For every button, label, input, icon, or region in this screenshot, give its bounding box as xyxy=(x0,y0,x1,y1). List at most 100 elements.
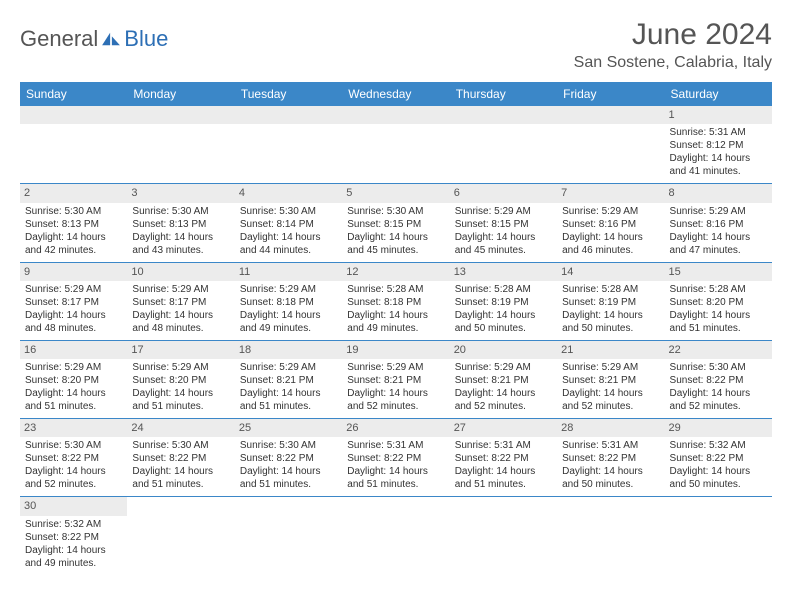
daylight-text: Daylight: 14 hours and 49 minutes. xyxy=(25,544,122,570)
day-details: Sunrise: 5:28 AMSunset: 8:19 PMDaylight:… xyxy=(455,283,552,335)
sunset-text: Sunset: 8:22 PM xyxy=(25,452,122,465)
day-details: Sunrise: 5:31 AMSunset: 8:22 PMDaylight:… xyxy=(455,439,552,491)
calendar-day-cell: 3 Sunrise: 5:30 AMSunset: 8:13 PMDaylight… xyxy=(127,184,234,262)
day-details: Sunrise: 5:29 AMSunset: 8:16 PMDaylight:… xyxy=(670,205,767,257)
sunrise-text: Sunrise: 5:29 AM xyxy=(455,361,552,374)
weekday-header: Wednesday xyxy=(342,82,449,106)
daylight-text: Daylight: 14 hours and 50 minutes. xyxy=(562,309,659,335)
sunset-text: Sunset: 8:20 PM xyxy=(25,374,122,387)
day-number: 18 xyxy=(235,341,342,359)
day-details: Sunrise: 5:31 AMSunset: 8:12 PMDaylight:… xyxy=(670,126,767,178)
sunset-text: Sunset: 8:16 PM xyxy=(562,218,659,231)
sunrise-text: Sunrise: 5:29 AM xyxy=(455,205,552,218)
day-details: Sunrise: 5:30 AMSunset: 8:13 PMDaylight:… xyxy=(25,205,122,257)
calendar-day-cell: 8Sunrise: 5:29 AMSunset: 8:16 PMDaylight… xyxy=(665,184,772,262)
calendar-day-cell: 23Sunrise: 5:30 AMSunset: 8:22 PMDayligh… xyxy=(20,419,127,497)
sunrise-text: Sunrise: 5:29 AM xyxy=(25,283,122,296)
day-details: Sunrise: 5:32 AMSunset: 8:22 PMDaylight:… xyxy=(25,518,122,570)
sunrise-text: Sunrise: 5:29 AM xyxy=(132,283,229,296)
sunset-text: Sunset: 8:17 PM xyxy=(132,296,229,309)
calendar-week-row: 9Sunrise: 5:29 AMSunset: 8:17 PMDaylight… xyxy=(20,262,772,340)
sunrise-text: Sunrise: 5:30 AM xyxy=(240,439,337,452)
day-number: 20 xyxy=(450,341,557,359)
calendar-day-cell: 6Sunrise: 5:29 AMSunset: 8:15 PMDaylight… xyxy=(450,184,557,262)
sunset-text: Sunset: 8:21 PM xyxy=(562,374,659,387)
day-details: Sunrise: 5:30 AMSunset: 8:22 PMDaylight:… xyxy=(670,361,767,413)
day-number: 28 xyxy=(557,419,664,437)
header: General Blue June 2024 San Sostene, Cala… xyxy=(20,18,772,72)
day-number: 27 xyxy=(450,419,557,437)
day-number: 16 xyxy=(20,341,127,359)
title-block: June 2024 San Sostene, Calabria, Italy xyxy=(574,18,772,72)
day-number: 4 xyxy=(235,184,342,202)
calendar-day-cell: 25Sunrise: 5:30 AMSunset: 8:22 PMDayligh… xyxy=(235,419,342,497)
calendar-day-cell xyxy=(127,497,234,575)
day-details: Sunrise: 5:28 AMSunset: 8:18 PMDaylight:… xyxy=(347,283,444,335)
weekday-header: Tuesday xyxy=(235,82,342,106)
sunrise-text: Sunrise: 5:29 AM xyxy=(240,361,337,374)
sunset-text: Sunset: 8:22 PM xyxy=(347,452,444,465)
sunset-text: Sunset: 8:13 PM xyxy=(132,218,229,231)
daylight-text: Daylight: 14 hours and 51 minutes. xyxy=(240,465,337,491)
calendar-day-cell: 16Sunrise: 5:29 AMSunset: 8:20 PMDayligh… xyxy=(20,340,127,418)
day-details: Sunrise: 5:32 AMSunset: 8:22 PMDaylight:… xyxy=(670,439,767,491)
sunset-text: Sunset: 8:22 PM xyxy=(562,452,659,465)
calendar-day-cell xyxy=(450,106,557,184)
day-number: 7 xyxy=(557,184,664,202)
calendar-day-cell: 9Sunrise: 5:29 AMSunset: 8:17 PMDaylight… xyxy=(20,262,127,340)
calendar-day-cell: 27 Sunrise: 5:31 AMSunset: 8:22 PMDayligh… xyxy=(450,419,557,497)
sunrise-text: Sunrise: 5:32 AM xyxy=(670,439,767,452)
sunset-text: Sunset: 8:15 PM xyxy=(347,218,444,231)
sail-icon xyxy=(102,31,120,47)
sunrise-text: Sunrise: 5:31 AM xyxy=(455,439,552,452)
day-details: Sunrise: 5:28 AMSunset: 8:19 PMDaylight:… xyxy=(562,283,659,335)
day-details: Sunrise: 5:29 AMSunset: 8:21 PMDaylight:… xyxy=(240,361,337,413)
sunset-text: Sunset: 8:15 PM xyxy=(455,218,552,231)
daylight-text: Daylight: 14 hours and 51 minutes. xyxy=(347,465,444,491)
day-number: 12 xyxy=(342,263,449,281)
day-number: 15 xyxy=(665,263,772,281)
sunset-text: Sunset: 8:16 PM xyxy=(670,218,767,231)
day-number: 13 xyxy=(450,263,557,281)
sunrise-text: Sunrise: 5:31 AM xyxy=(347,439,444,452)
day-number: 1 xyxy=(665,106,772,124)
sunrise-text: Sunrise: 5:30 AM xyxy=(132,205,229,218)
daylight-text: Daylight: 14 hours and 52 minutes. xyxy=(455,387,552,413)
day-number: 11 xyxy=(235,263,342,281)
sunset-text: Sunset: 8:20 PM xyxy=(670,296,767,309)
day-number: 2 xyxy=(20,184,127,202)
day-details: Sunrise: 5:30 AMSunset: 8:22 PMDaylight:… xyxy=(240,439,337,491)
calendar-day-cell: 5Sunrise: 5:30 AMSunset: 8:15 PMDaylight… xyxy=(342,184,449,262)
sunrise-text: Sunrise: 5:31 AM xyxy=(562,439,659,452)
sunset-text: Sunset: 8:21 PM xyxy=(455,374,552,387)
day-details: Sunrise: 5:30 AMSunset: 8:15 PMDaylight:… xyxy=(347,205,444,257)
day-number xyxy=(450,106,557,124)
sunset-text: Sunset: 8:21 PM xyxy=(240,374,337,387)
sunset-text: Sunset: 8:22 PM xyxy=(25,531,122,544)
day-details: Sunrise: 5:29 AMSunset: 8:15 PMDaylight:… xyxy=(455,205,552,257)
calendar-day-cell xyxy=(557,497,664,575)
sunrise-text: Sunrise: 5:29 AM xyxy=(132,361,229,374)
sunrise-text: Sunrise: 5:29 AM xyxy=(25,361,122,374)
weekday-header: Monday xyxy=(127,82,234,106)
day-number: 21 xyxy=(557,341,664,359)
calendar-day-cell xyxy=(342,497,449,575)
day-details: Sunrise: 5:29 AMSunset: 8:21 PMDaylight:… xyxy=(347,361,444,413)
daylight-text: Daylight: 14 hours and 42 minutes. xyxy=(25,231,122,257)
day-number: 30 xyxy=(20,497,127,515)
calendar-week-row: 16Sunrise: 5:29 AMSunset: 8:20 PMDayligh… xyxy=(20,340,772,418)
day-number: 3 xyxy=(127,184,234,202)
daylight-text: Daylight: 14 hours and 51 minutes. xyxy=(670,309,767,335)
calendar-day-cell: 20 Sunrise: 5:29 AMSunset: 8:21 PMDayligh… xyxy=(450,340,557,418)
day-number xyxy=(20,106,127,124)
day-details: Sunrise: 5:30 AMSunset: 8:22 PMDaylight:… xyxy=(25,439,122,491)
daylight-text: Daylight: 14 hours and 51 minutes. xyxy=(132,465,229,491)
day-details: Sunrise: 5:30 AMSunset: 8:22 PMDaylight:… xyxy=(132,439,229,491)
sunrise-text: Sunrise: 5:29 AM xyxy=(347,361,444,374)
daylight-text: Daylight: 14 hours and 52 minutes. xyxy=(347,387,444,413)
calendar-day-cell: 11Sunrise: 5:29 AMSunset: 8:18 PMDayligh… xyxy=(235,262,342,340)
day-number: 17 xyxy=(127,341,234,359)
month-title: June 2024 xyxy=(574,18,772,52)
daylight-text: Daylight: 14 hours and 51 minutes. xyxy=(240,387,337,413)
day-details: Sunrise: 5:30 AMSunset: 8:13 PMDaylight:… xyxy=(132,205,229,257)
